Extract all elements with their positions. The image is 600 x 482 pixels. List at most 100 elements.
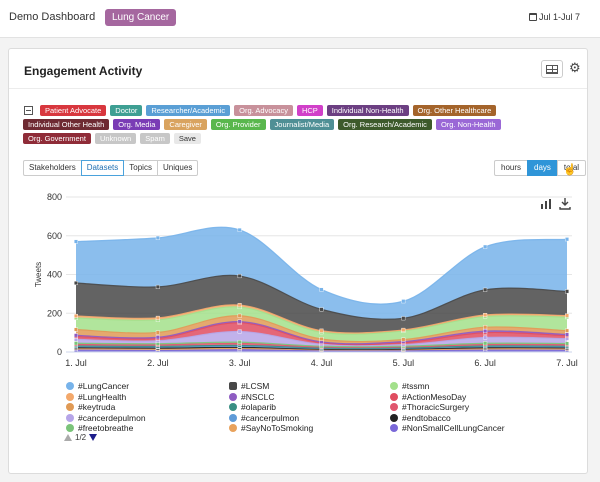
granularity-hours[interactable]: hours — [494, 160, 529, 176]
legend-label: #endtobacco — [402, 412, 451, 423]
x-tick-label: 7. Jul — [556, 358, 578, 368]
data-point — [483, 329, 488, 334]
filter-tag[interactable]: HCP — [296, 105, 323, 116]
legend-page: 1/2 — [75, 433, 87, 442]
data-point — [565, 289, 570, 294]
filter-tag[interactable]: Org. Non-Health — [435, 119, 501, 130]
legend-marker — [229, 382, 237, 390]
tab-datasets[interactable]: Datasets — [80, 160, 125, 176]
legend-marker — [390, 382, 398, 390]
legend-marker — [229, 424, 237, 432]
legend-marker — [390, 403, 398, 411]
data-point — [565, 237, 570, 242]
tab-uniques[interactable]: Uniques — [156, 160, 199, 176]
legend-marker — [390, 413, 398, 422]
bar-chart-icon[interactable] — [541, 199, 551, 209]
legend-marker — [66, 382, 74, 390]
data-point — [483, 287, 488, 292]
legend-label: #SayNoToSmoking — [241, 423, 314, 433]
data-point — [319, 337, 324, 342]
collapse-icon[interactable] — [24, 106, 33, 115]
granularity-total[interactable]: total — [556, 160, 587, 176]
data-point — [73, 281, 78, 286]
download-icon[interactable] — [559, 198, 571, 210]
table-view-button[interactable] — [541, 60, 563, 78]
legend-label: #ActionMesoDay — [402, 391, 467, 402]
legend-label: #freetobreathe — [78, 423, 134, 433]
filter-tag[interactable]: Org. Media — [113, 119, 161, 130]
y-tick-label: 600 — [47, 231, 62, 241]
data-point — [73, 333, 78, 338]
filter-tag[interactable]: Org. Research/Academic — [338, 119, 432, 130]
filter-tag[interactable]: Individual Other Health — [23, 119, 110, 130]
legend-item[interactable]: #endtobacco — [390, 413, 451, 423]
date-range-label: Jul 1-Jul 7 — [538, 12, 580, 22]
app-title: Demo Dashboard — [9, 11, 96, 23]
filter-tag[interactable]: Caregiver — [164, 119, 207, 130]
legend-item[interactable]: #SayNoToSmoking — [229, 423, 313, 433]
legend-label: #NonSmallCellLungCancer — [402, 423, 505, 433]
legend-item[interactable]: #LungCancer — [66, 381, 129, 391]
save-button[interactable]: Save — [173, 133, 201, 144]
topic-pill[interactable]: Lung Cancer — [105, 9, 177, 26]
data-point — [483, 325, 488, 330]
legend-item[interactable]: #ThoracicSurgery — [390, 402, 469, 412]
legend-item[interactable]: #olaparib — [229, 402, 276, 412]
filter-tag[interactable]: Doctor — [110, 105, 143, 116]
y-tick-label: 0 — [57, 347, 62, 357]
y-tick-label: 400 — [47, 270, 62, 280]
legend-next-icon[interactable] — [89, 434, 98, 441]
legend-item[interactable]: #tssmn — [390, 381, 429, 391]
legend-item[interactable]: #ActionMesoDay — [390, 392, 466, 402]
data-point — [483, 312, 488, 317]
data-point — [155, 315, 160, 320]
legend-label: #LCSM — [241, 381, 270, 391]
filter-tag[interactable]: Org. Other Healthcare — [412, 105, 497, 116]
filter-tag[interactable]: Org. Provider — [210, 119, 266, 130]
x-tick-label: 1. Jul — [65, 358, 87, 368]
filter-tag[interactable]: Individual Non-Health — [326, 105, 409, 116]
legend-label: #olaparib — [241, 402, 276, 412]
tab-stakeholders[interactable]: Stakeholders — [23, 160, 82, 176]
legend-item[interactable]: #LCSM — [229, 381, 269, 391]
filter-tag[interactable]: Journalist/Media — [269, 119, 335, 130]
legend-marker — [229, 413, 237, 422]
data-point — [565, 341, 570, 346]
data-point — [319, 328, 324, 333]
filter-tag[interactable]: Researcher/Academic — [146, 105, 231, 116]
legend-item[interactable]: #cancerpulmon — [229, 413, 299, 423]
legend-label: #cancerdepulmon — [78, 412, 146, 423]
legend-item[interactable]: #freetobreathe — [66, 423, 133, 433]
filter-tag[interactable]: Org. Government — [23, 133, 91, 144]
legend-item[interactable]: #NonSmallCellLungCancer — [390, 423, 505, 433]
legend-prev-icon[interactable] — [64, 434, 72, 441]
x-tick-label: 2. Jul — [147, 358, 169, 368]
area-thoracicsurgery — [76, 343, 567, 349]
legend-pager: 1/2 — [64, 433, 98, 442]
data-point — [401, 299, 406, 304]
legend-marker — [390, 392, 398, 401]
granularity-days[interactable]: days — [527, 160, 558, 176]
table-icon — [546, 64, 558, 74]
filter-row: Org. Government Unknown Spam Save — [23, 133, 568, 144]
legend-item[interactable]: #LungHealth — [66, 392, 126, 402]
y-tick-label: 800 — [47, 192, 62, 202]
x-tick-label: 4. Jul — [311, 358, 333, 368]
date-range[interactable]: Jul 1-Jul 7 — [528, 12, 580, 22]
gear-icon[interactable]: ⚙ — [569, 60, 581, 75]
data-point — [155, 284, 160, 289]
tab-topics[interactable]: Topics — [123, 160, 158, 176]
legend-item[interactable]: #keytruda — [66, 402, 115, 412]
data-point — [73, 341, 78, 346]
area-actionmesoday — [76, 322, 567, 346]
data-point — [237, 340, 242, 345]
area-lcsm — [76, 275, 567, 333]
legend-item[interactable]: #NSCLC — [229, 392, 275, 402]
filter-tag[interactable]: Unknown — [94, 133, 137, 144]
legend-label: #LungCancer — [78, 381, 130, 391]
filter-tag[interactable]: Spam — [140, 133, 170, 144]
filter-tag[interactable]: Patient Advocate — [40, 105, 107, 116]
legend-item[interactable]: #cancerdepulmon — [66, 413, 146, 423]
filter-tag[interactable]: Org. Advocacy — [234, 105, 293, 116]
data-point — [73, 313, 78, 318]
